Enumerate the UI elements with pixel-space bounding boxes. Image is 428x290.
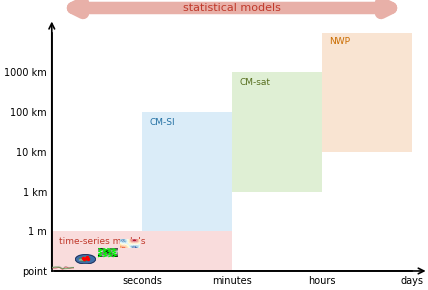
Text: CM-sat: CM-sat [239, 78, 270, 87]
Bar [322, 32, 412, 152]
Text: statistical models: statistical models [183, 3, 281, 12]
Bar [232, 72, 322, 191]
Text: CM-SI: CM-SI [149, 118, 175, 127]
Bar [142, 112, 232, 231]
Text: time-series models: time-series models [59, 237, 146, 246]
Bar [52, 231, 232, 271]
Text: NWP: NWP [329, 37, 351, 46]
